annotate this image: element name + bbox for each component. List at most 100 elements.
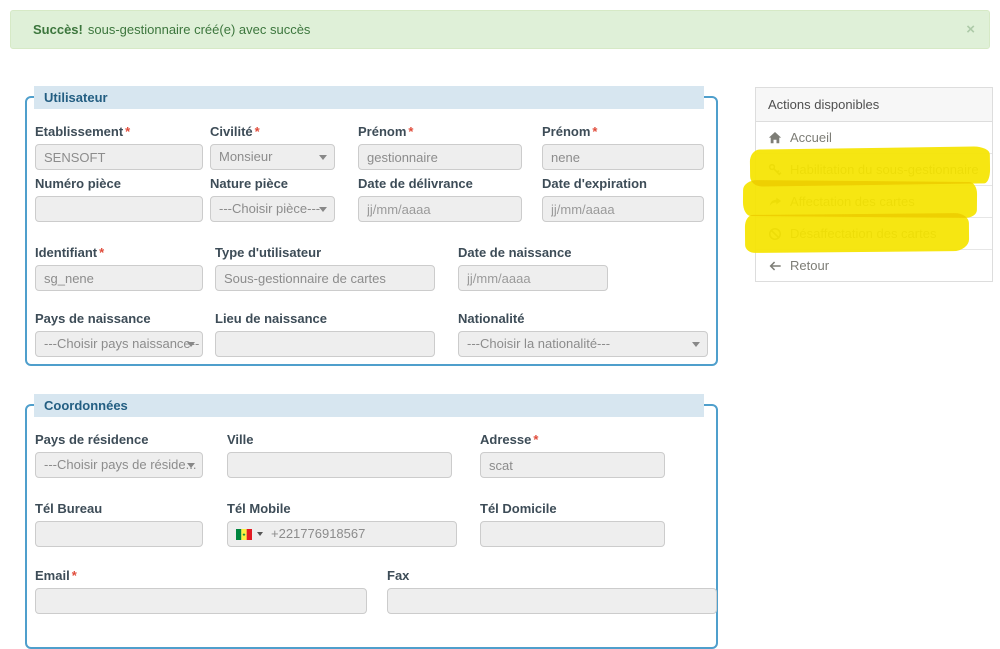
date-naissance-input[interactable] [458, 265, 608, 291]
coordonnees-section: Coordonnées Pays de résidence ---Choisir… [25, 394, 718, 649]
nature-piece-select[interactable]: ---Choisir pièce--- [210, 196, 335, 222]
date-expiration-label: Date d'expiration [542, 176, 647, 191]
alert-title: Succès! [33, 22, 83, 37]
required-marker: * [408, 124, 414, 139]
action-affectation[interactable]: Affectation des cartes [756, 186, 992, 218]
type-utilisateur-input[interactable] [215, 265, 435, 291]
date-delivrance-input[interactable] [358, 196, 522, 222]
ville-input[interactable] [227, 452, 452, 478]
senegal-flag-icon [236, 528, 252, 540]
nationalite-label: Nationalité [458, 311, 525, 326]
prenom2-label: Prénom [542, 124, 591, 139]
required-marker: * [125, 124, 131, 139]
section-title-utilisateur: Utilisateur [34, 86, 704, 109]
field-email: Email * [35, 568, 367, 614]
field-pays-residence: Pays de résidence ---Choisir pays de rés… [35, 432, 203, 478]
adresse-input[interactable] [480, 452, 665, 478]
civilite-label: Civilité [210, 124, 253, 139]
field-tel-bureau: Tél Bureau [35, 501, 203, 547]
action-desaffectation[interactable]: Désaffectation des cartes [756, 218, 992, 250]
tel-domicile-input[interactable] [480, 521, 665, 547]
utilisateur-section: Utilisateur Etablissement* Civilité* Mon… [25, 86, 718, 366]
tel-bureau-input[interactable] [35, 521, 203, 547]
lieu-naissance-label: Lieu de naissance [215, 311, 327, 326]
alert-message: sous-gestionnaire créé(e) avec succès [87, 22, 311, 37]
action-label: Habilitation du sous-gestionnaire [790, 162, 979, 177]
date-delivrance-label: Date de délivrance [358, 176, 473, 191]
field-lieu-naissance: Lieu de naissance [215, 311, 435, 357]
pays-residence-label: Pays de résidence [35, 432, 149, 447]
chevron-down-icon [257, 532, 263, 536]
chevron-down-icon [319, 207, 327, 212]
share-icon [768, 195, 782, 209]
tel-bureau-label: Tél Bureau [35, 501, 103, 516]
identifiant-input[interactable] [35, 265, 203, 291]
field-type-utilisateur: Type d'utilisateur [215, 245, 435, 291]
ban-icon [768, 227, 782, 241]
field-date-delivrance: Date de délivrance [358, 176, 522, 222]
pays-residence-select[interactable]: ---Choisir pays de réside... [35, 452, 203, 478]
chevron-down-icon [692, 342, 700, 347]
numero-piece-label: Numéro pièce [35, 176, 121, 191]
section-title-coordonnees: Coordonnées [34, 394, 704, 417]
date-naissance-label: Date de naissance [458, 245, 572, 260]
pays-naissance-select[interactable]: ---Choisir pays naissance-- [35, 331, 203, 357]
pays-naissance-label: Pays de naissance [35, 311, 151, 326]
success-alert: Succès! sous-gestionnaire créé(e) avec s… [10, 10, 990, 49]
date-expiration-input[interactable] [542, 196, 704, 222]
email-label: Email [35, 568, 70, 583]
tel-mobile-label: Tél Mobile [227, 501, 291, 516]
arrow-left-icon [768, 259, 782, 273]
field-adresse: Adresse * [480, 432, 665, 478]
action-label: Affectation des cartes [790, 194, 915, 209]
action-habilitation[interactable]: Habilitation du sous-gestionnaire [756, 154, 992, 186]
field-numero-piece: Numéro pièce [35, 176, 203, 222]
field-identifiant: Identifiant * [35, 245, 203, 291]
field-fax: Fax [387, 568, 717, 614]
chevron-down-icon [187, 342, 195, 347]
field-pays-naissance: Pays de naissance ---Choisir pays naissa… [35, 311, 203, 357]
field-etablissement: Etablissement * [35, 124, 203, 170]
actions-panel: Actions disponibles Accueil Habilitation… [755, 87, 993, 282]
required-marker: * [99, 245, 105, 260]
field-ville: Ville [227, 432, 452, 478]
civilite-select[interactable]: Monsieur [210, 144, 335, 170]
action-label: Retour [790, 258, 830, 273]
field-date-expiration: Date d'expiration [542, 176, 704, 222]
field-civilite: Civilité * Monsieur [210, 124, 335, 170]
etablissement-input[interactable] [35, 144, 203, 170]
type-utilisateur-label: Type d'utilisateur [215, 245, 322, 260]
action-label: Accueil [790, 130, 832, 145]
required-marker: * [254, 124, 260, 139]
fax-input[interactable] [387, 588, 717, 614]
tel-domicile-label: Tél Domicile [480, 501, 557, 516]
nationalite-select[interactable]: ---Choisir la nationalité--- [458, 331, 708, 357]
action-accueil[interactable]: Accueil [756, 122, 992, 154]
adresse-label: Adresse [480, 432, 532, 447]
required-marker: * [71, 568, 77, 583]
field-prenom2: Prénom * [542, 124, 704, 170]
required-marker: * [533, 432, 539, 447]
chevron-down-icon [319, 155, 327, 160]
field-nature-piece: Nature pièce ---Choisir pièce--- [210, 176, 335, 222]
identifiant-label: Identifiant [35, 245, 98, 260]
lieu-naissance-input[interactable] [215, 331, 435, 357]
home-icon [768, 131, 782, 145]
field-tel-mobile: Tél Mobile +221776918567 [227, 501, 457, 547]
fax-label: Fax [387, 568, 410, 583]
prenom-input[interactable] [358, 144, 522, 170]
field-tel-domicile: Tél Domicile [480, 501, 665, 547]
prenom-label: Prénom [358, 124, 407, 139]
field-nationalite: Nationalité ---Choisir la nationalité--- [458, 311, 708, 357]
numero-piece-input[interactable] [35, 196, 203, 222]
etablissement-label: Etablissement [35, 124, 124, 139]
tel-mobile-input[interactable]: +221776918567 [227, 521, 457, 547]
action-retour[interactable]: Retour [756, 250, 992, 281]
key-icon [768, 163, 782, 177]
email-input[interactable] [35, 588, 367, 614]
chevron-down-icon [187, 463, 195, 468]
field-prenom: Prénom * [358, 124, 522, 170]
close-icon[interactable]: × [966, 21, 975, 38]
prenom2-input[interactable] [542, 144, 704, 170]
actions-panel-title: Actions disponibles [756, 88, 992, 122]
